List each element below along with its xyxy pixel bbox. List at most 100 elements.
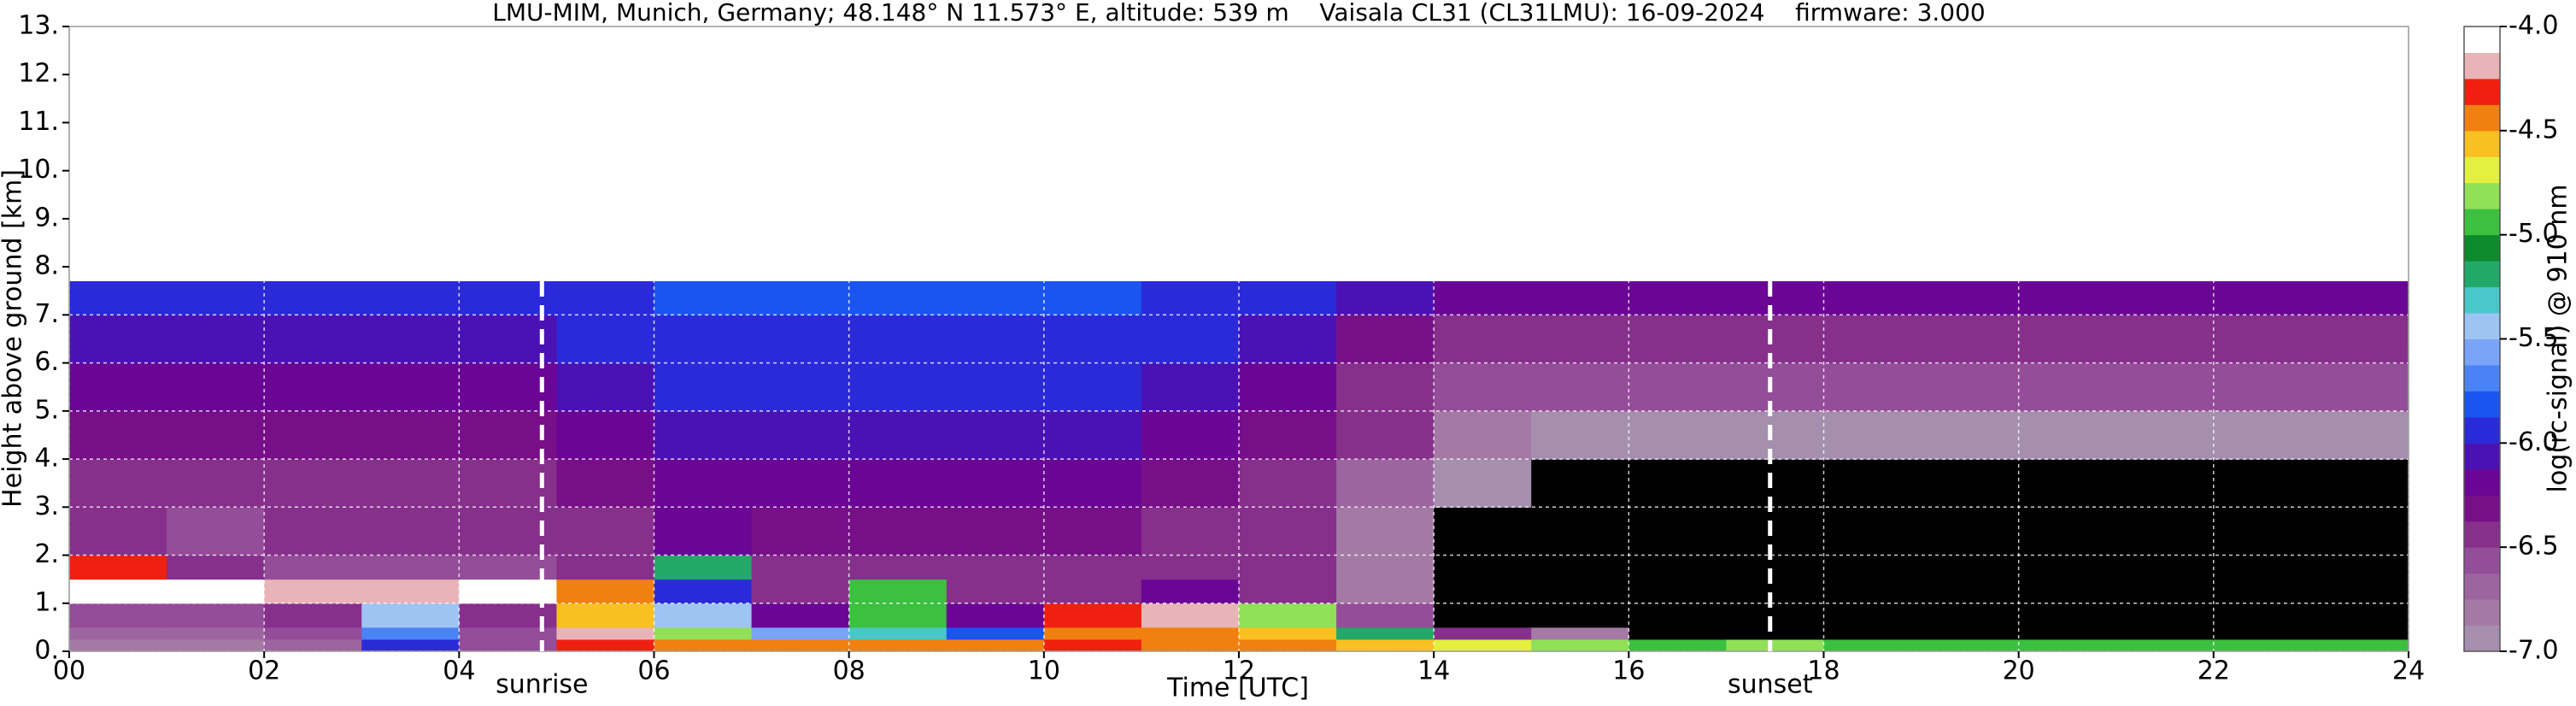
colorbar-swatch [2464, 52, 2500, 79]
x-tick-label: 22 [2198, 656, 2230, 686]
heatmap-cell [654, 362, 753, 412]
heatmap-cell [167, 362, 265, 412]
heatmap-cell [69, 315, 167, 364]
heatmap-cell [751, 579, 850, 604]
heatmap-cell [654, 281, 753, 315]
colorbar-swatch [2464, 26, 2500, 53]
heatmap-cell [361, 362, 460, 412]
heatmap-cell [2018, 555, 2117, 580]
heatmap-cell [1628, 603, 1727, 628]
heatmap-cell [848, 638, 948, 652]
y-tick-label: 7. [34, 299, 59, 329]
y-tick-label: 0. [34, 636, 59, 666]
heatmap-cell [1043, 315, 1142, 364]
heatmap-cell [1628, 638, 1727, 652]
heatmap-cell [654, 315, 753, 364]
heatmap-cell [1141, 459, 1240, 508]
heatmap-cell [1531, 410, 1629, 460]
heatmap-cell [556, 579, 654, 604]
heatmap-cell [751, 603, 850, 628]
heatmap-cell [848, 281, 948, 315]
y-tick-label: 12. [18, 59, 59, 89]
y-axis-label: Height above ground [km] [0, 169, 28, 508]
heatmap-cell [1628, 362, 1727, 412]
heatmap-cell [69, 281, 167, 315]
heatmap-cell [1336, 315, 1435, 364]
heatmap-cell [654, 627, 753, 640]
heatmap-cell [69, 507, 167, 556]
heatmap-cell [946, 603, 1045, 628]
heatmap-cell [848, 507, 948, 556]
heatmap-cell [361, 315, 460, 364]
heatmap-cell [556, 555, 654, 580]
heatmap-cell [361, 281, 460, 315]
heatmap-cell [1239, 603, 1337, 628]
heatmap-cell [1726, 638, 1824, 652]
heatmap-cell [1141, 603, 1240, 628]
colorbar-swatch [2464, 234, 2500, 262]
heatmap-cell [264, 603, 362, 628]
heatmap-cell [1628, 459, 1727, 508]
heatmap-cell [751, 315, 850, 364]
heatmap-cell [751, 627, 850, 640]
heatmap-cell [459, 627, 557, 640]
heatmap-cell [459, 638, 557, 652]
heatmap-cell [946, 579, 1045, 604]
x-tick-label: 02 [248, 656, 280, 686]
heatmap-cell [1434, 281, 1532, 315]
heatmap-cell [556, 459, 654, 508]
colorbar-swatch [2464, 573, 2500, 600]
heatmap-cell [167, 410, 265, 460]
heatmap-cell [69, 579, 167, 604]
colorbar-swatch [2464, 521, 2500, 548]
heatmap-cell [1434, 315, 1532, 364]
heatmap-cell [946, 315, 1045, 364]
heatmap-cell [1434, 579, 1532, 604]
heatmap-cell [2310, 410, 2409, 460]
x-tick-label: 06 [637, 656, 670, 686]
colorbar-tick-label: -5.0 [2509, 219, 2559, 249]
heatmap-cell [167, 315, 265, 364]
heatmap-cell [1628, 507, 1727, 556]
heatmap-cell [2213, 362, 2312, 412]
heatmap-cell [1336, 638, 1435, 652]
colorbar-swatch [2464, 313, 2500, 339]
heatmap-cell [1921, 362, 2020, 412]
colorbar-swatch [2464, 364, 2500, 391]
heatmap-cell [1823, 459, 1922, 508]
colorbar-tick-label: -4.0 [2509, 11, 2559, 41]
colorbar-tick-label: -6.0 [2509, 427, 2559, 457]
colorbar-swatch [2464, 599, 2500, 627]
heatmap-cell [946, 555, 1045, 580]
heatmap-cell [167, 579, 265, 604]
heatmap-cell [264, 362, 362, 412]
heatmap-cell [1823, 579, 1922, 604]
heatmap-cell [2213, 281, 2312, 315]
x-tick-label: 18 [1807, 656, 1840, 686]
heatmap-cell [2115, 315, 2215, 364]
colorbar-swatch [2464, 443, 2500, 470]
heatmap-cell [2115, 281, 2215, 315]
heatmap-cell [1434, 627, 1532, 640]
heatmap-cell [1823, 410, 1922, 460]
colorbar-swatch [2464, 78, 2500, 105]
heatmap-cell [1726, 362, 1824, 412]
heatmap-cell [2310, 603, 2409, 628]
heatmap-cell [361, 555, 460, 580]
heatmap-cell [2018, 627, 2117, 640]
x-tick-label: 08 [833, 656, 866, 686]
heatmap-cell [69, 627, 167, 640]
heatmap-cell [264, 459, 362, 508]
heatmap-cell [2018, 410, 2117, 460]
heatmap-cell [361, 459, 460, 508]
heatmap-cell [167, 507, 265, 556]
heatmap-cell [1726, 281, 1824, 315]
heatmap-cell [751, 507, 850, 556]
heatmap-cell [69, 603, 167, 628]
heatmap-cell [361, 627, 460, 640]
heatmap-cell [2115, 410, 2215, 460]
heatmap-cell [2115, 507, 2215, 556]
heatmap-cell [751, 555, 850, 580]
heatmap-cell [1921, 507, 2020, 556]
heatmap-cell [167, 555, 265, 580]
